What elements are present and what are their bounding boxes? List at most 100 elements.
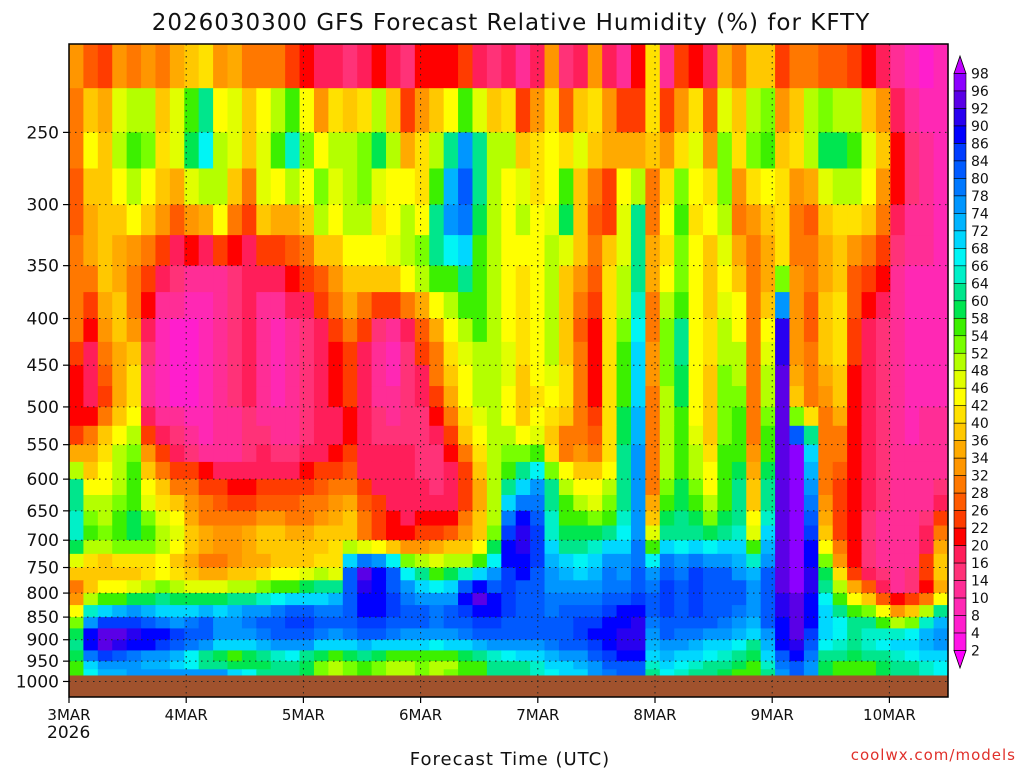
rh-cell — [703, 617, 719, 630]
rh-cell — [674, 661, 690, 670]
rh-cell — [472, 168, 488, 206]
rh-cell — [285, 168, 301, 206]
rh-cell — [414, 567, 430, 581]
rh-cell — [184, 204, 200, 236]
rh-cell — [155, 617, 171, 630]
rh-cell — [674, 132, 690, 170]
rh-cell — [155, 168, 171, 206]
rh-cell — [227, 318, 243, 343]
rh-cell — [472, 669, 488, 679]
rh-cell — [313, 553, 329, 569]
rh-cell — [429, 425, 445, 446]
rh-cell — [933, 88, 949, 133]
rh-cell — [890, 639, 906, 652]
rh-cell — [602, 580, 618, 594]
rh-cell — [97, 132, 113, 170]
rh-cell — [342, 553, 358, 569]
rh-cell — [126, 479, 142, 496]
rh-cell — [69, 292, 85, 320]
rh-cell — [616, 580, 632, 594]
rh-cell — [558, 406, 574, 427]
rh-cell — [760, 444, 776, 463]
rh-cell — [587, 617, 603, 630]
rh-cell — [890, 494, 906, 512]
rh-cell — [270, 365, 286, 387]
rh-cell — [645, 553, 661, 569]
rh-cell — [688, 510, 704, 527]
rh-cell — [933, 628, 949, 641]
rh-cell — [270, 650, 286, 662]
rh-cell — [342, 132, 358, 170]
rh-cell — [501, 168, 517, 206]
rh-cell — [472, 617, 488, 630]
rh-cell — [198, 44, 214, 89]
rh-cell — [616, 425, 632, 446]
rh-cell — [126, 292, 142, 320]
rh-cell — [126, 318, 142, 343]
rh-cell — [126, 650, 142, 662]
rh-cell — [602, 510, 618, 527]
rh-cell — [501, 580, 517, 594]
rh-cell — [501, 605, 517, 618]
rh-cell — [515, 669, 531, 679]
rh-cell — [933, 461, 949, 480]
rh-cell — [155, 386, 171, 408]
rh-cell — [818, 425, 834, 446]
rh-cell — [558, 461, 574, 480]
rh-cell — [141, 540, 157, 555]
rh-cell — [587, 510, 603, 527]
rh-cell — [847, 341, 863, 366]
rh-cell — [818, 341, 834, 366]
rh-cell — [775, 168, 791, 206]
rh-cell — [126, 553, 142, 569]
rh-cell — [198, 567, 214, 581]
rh-cell — [630, 593, 646, 606]
rh-cell — [904, 318, 920, 343]
rh-cell — [342, 605, 358, 618]
rh-cell — [818, 292, 834, 320]
rh-cell — [659, 628, 675, 641]
rh-cell — [775, 132, 791, 170]
rh-cell — [602, 132, 618, 170]
rh-cell — [861, 341, 877, 366]
rh-cell — [515, 444, 531, 463]
rh-cell — [659, 204, 675, 236]
rh-cell — [328, 593, 344, 606]
rh-cell — [227, 661, 243, 670]
rh-cell — [659, 88, 675, 133]
rh-cell — [530, 628, 546, 641]
rh-cell — [933, 44, 949, 89]
rh-cell — [659, 44, 675, 89]
rh-cell — [342, 265, 358, 293]
rh-cell — [544, 88, 560, 133]
rh-cell — [270, 580, 286, 594]
rh-cell — [155, 444, 171, 463]
rh-cell — [530, 669, 546, 679]
rh-cell — [501, 593, 517, 606]
rh-cell — [429, 88, 445, 133]
rh-cell — [789, 406, 805, 427]
rh-cell — [299, 461, 315, 480]
rh-cell — [501, 479, 517, 496]
rh-cell — [342, 318, 358, 343]
rh-cell — [155, 494, 171, 512]
rh-cell — [429, 292, 445, 320]
rh-cell — [501, 292, 517, 320]
rh-cell — [141, 168, 157, 206]
rh-cell — [357, 669, 373, 679]
rh-cell — [386, 628, 402, 641]
rh-cell — [789, 639, 805, 652]
rh-cell — [313, 605, 329, 618]
rh-cell — [83, 650, 99, 662]
rh-cell — [386, 650, 402, 662]
rh-cell — [703, 650, 719, 662]
rh-cell — [198, 265, 214, 293]
rh-cell — [429, 494, 445, 512]
rh-cell — [674, 425, 690, 446]
rh-cell — [645, 425, 661, 446]
rh-cell — [112, 628, 128, 641]
rh-cell — [155, 318, 171, 343]
rh-cell — [703, 479, 719, 496]
rh-cell — [587, 461, 603, 480]
